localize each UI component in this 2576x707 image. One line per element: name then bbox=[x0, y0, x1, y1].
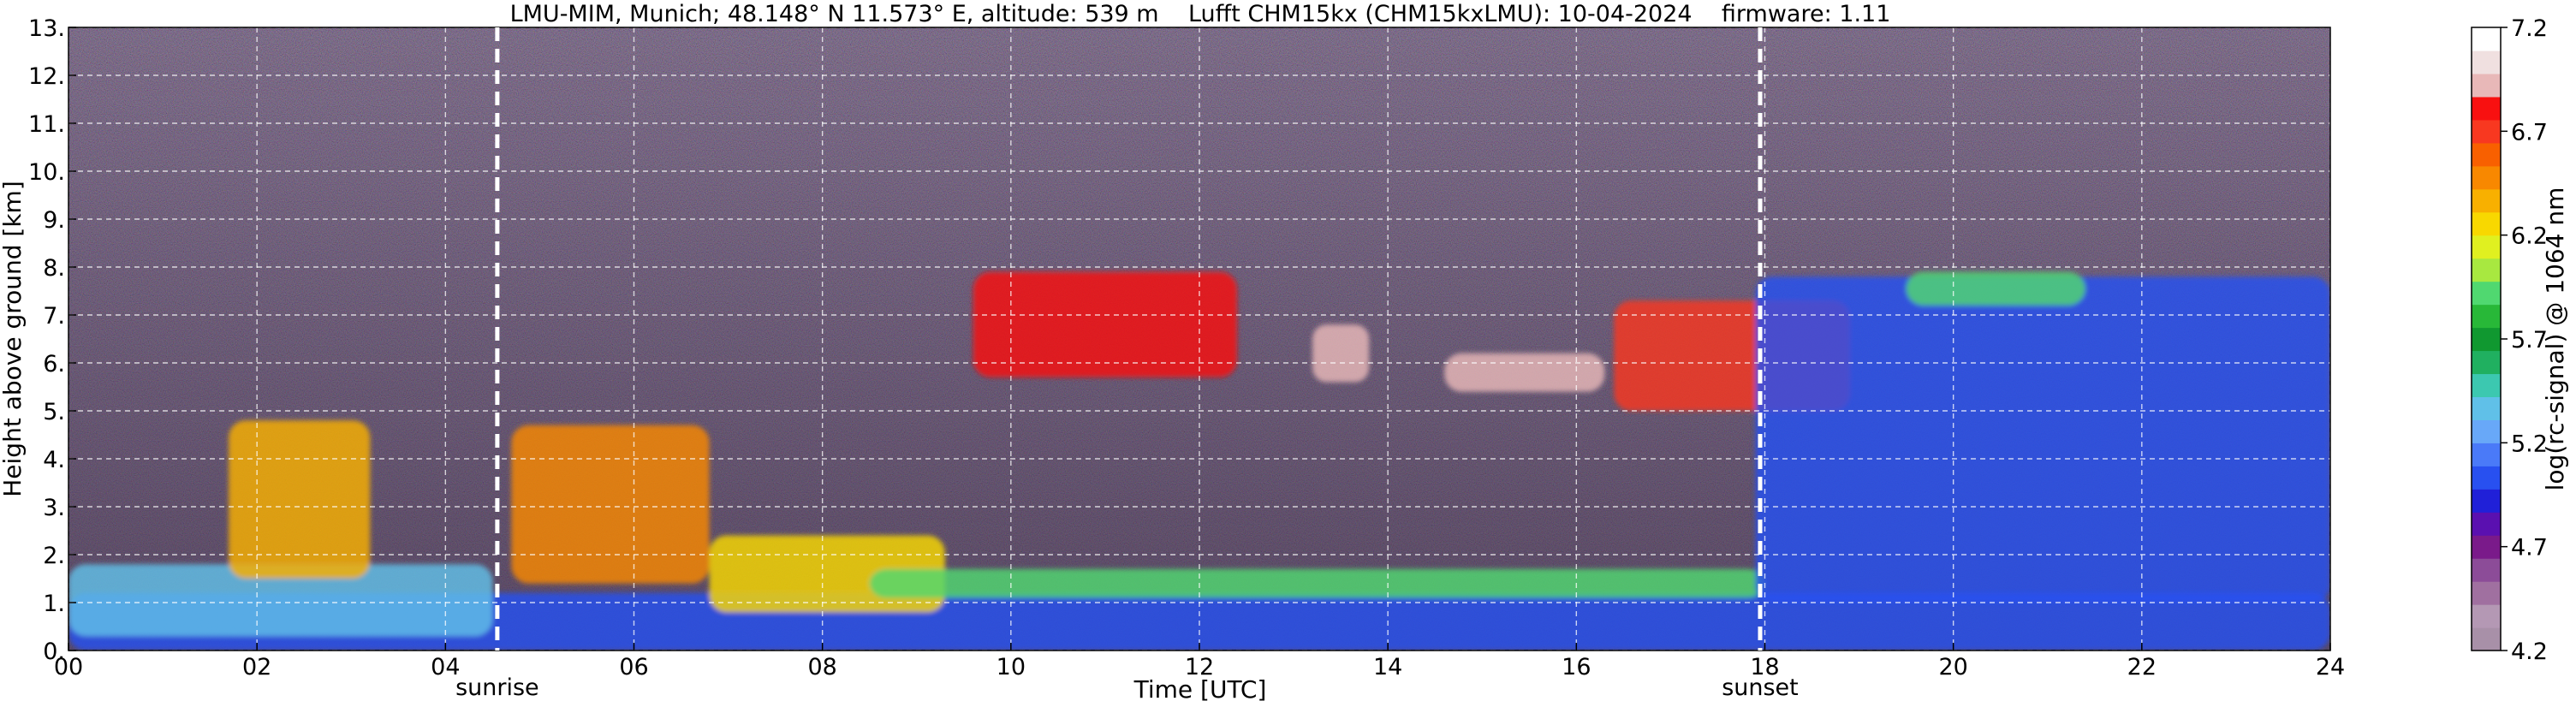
colorbar-tick-label-6.2: 6.2 bbox=[2511, 223, 2548, 250]
colorbar-segment-17 bbox=[2472, 235, 2501, 259]
colorbar-segment-25 bbox=[2472, 50, 2501, 74]
x-tick-label-18: 18 bbox=[1750, 654, 1779, 680]
y-tick-label-5.: 5. bbox=[43, 399, 65, 425]
x-tick-label-24: 24 bbox=[2316, 654, 2345, 680]
x-tick-label-14: 14 bbox=[1373, 654, 1402, 680]
x-tick-label-20: 20 bbox=[1938, 654, 1967, 680]
colorbar-segment-12 bbox=[2472, 350, 2501, 375]
feature-residual-layer-1 bbox=[68, 564, 493, 637]
x-tick-label-22: 22 bbox=[2127, 654, 2157, 680]
colorbar-segment-13 bbox=[2472, 327, 2501, 352]
y-tick-label-8.: 8. bbox=[43, 255, 65, 282]
y-tick-label-7.: 7. bbox=[43, 303, 65, 330]
y-tick-label-12.: 12. bbox=[28, 63, 65, 90]
sun-markers: sunrise sunset bbox=[455, 27, 1799, 701]
y-tick-label-6.: 6. bbox=[43, 351, 65, 377]
feature-mixed-layer-top-5 bbox=[869, 568, 1765, 598]
colorbar-segment-7 bbox=[2472, 466, 2501, 490]
colorbar-segment-22 bbox=[2472, 119, 2501, 144]
y-tick-label-0.: 0. bbox=[43, 639, 65, 665]
colorbar-segment-21 bbox=[2472, 142, 2501, 167]
colorbar-label: log(rc-signal) @ 1064 nm bbox=[2541, 187, 2569, 491]
grid bbox=[68, 27, 2330, 651]
colorbar-segment-0 bbox=[2472, 627, 2501, 651]
y-axis-label: Height above ground [km] bbox=[0, 181, 27, 497]
colorbar-segment-5 bbox=[2472, 512, 2501, 536]
colorbar-tick-label-4.7: 4.7 bbox=[2511, 535, 2548, 561]
colorbar-segment-1 bbox=[2472, 604, 2501, 628]
y-tick-label-3.: 3. bbox=[43, 495, 65, 521]
y-axis: 0. 1. 2. 3. 4. 5. 6. 7. 8. 9. 10. 11. 12. 13. bbox=[28, 15, 76, 665]
colorbar-tick-label-5.7: 5.7 bbox=[2511, 327, 2548, 354]
colorbar-segment-23 bbox=[2472, 96, 2501, 121]
x-tick-label-04: 04 bbox=[431, 654, 460, 680]
feature-elevated-aerosol-plume-3 bbox=[511, 425, 710, 584]
feature-cirrus-cloud-7 bbox=[1312, 324, 1370, 383]
colorbar-segment-9 bbox=[2472, 419, 2501, 443]
plot-area bbox=[68, 27, 2330, 651]
colorbar-segment-4 bbox=[2472, 535, 2501, 559]
y-tick-label-13.: 13. bbox=[28, 15, 65, 42]
colorbar-segment-15 bbox=[2472, 281, 2501, 306]
x-axis-label: Time [UTC] bbox=[1133, 675, 1267, 704]
feature-night-aerosol-layers-10 bbox=[1755, 276, 2330, 603]
y-tick-label-4.: 4. bbox=[43, 447, 65, 473]
colorbar-segment-24 bbox=[2472, 73, 2501, 98]
x-tick-label-12: 12 bbox=[1185, 654, 1214, 680]
backscatter-features bbox=[68, 271, 2330, 651]
chart-title: LMU-MIM, Munich; 48.148° N 11.573° E, al… bbox=[510, 1, 1891, 27]
colorbar-segment-14 bbox=[2472, 304, 2501, 329]
y-tick-label-11.: 11. bbox=[28, 111, 65, 138]
colorbar-segment-10 bbox=[2472, 396, 2501, 420]
colorbar-segment-3 bbox=[2472, 558, 2501, 582]
x-tick-label-16: 16 bbox=[1562, 654, 1591, 680]
colorbar-tick-label-4.2: 4.2 bbox=[2511, 639, 2548, 665]
y-tick-label-10.: 10. bbox=[28, 159, 65, 186]
colorbar-tick-label-6.7: 6.7 bbox=[2511, 119, 2548, 146]
y-tick-label-9.: 9. bbox=[43, 207, 65, 234]
feature-cirrus-cloud-6 bbox=[973, 271, 1238, 377]
colorbar-segment-26 bbox=[2472, 27, 2501, 51]
colorbar-segment-11 bbox=[2472, 373, 2501, 398]
x-tick-label-10: 10 bbox=[996, 654, 1026, 680]
sunset-label: sunset bbox=[1722, 674, 1799, 701]
colorbar-tick-label-7.2: 7.2 bbox=[2511, 15, 2548, 42]
feature-cirrus-cloud-11 bbox=[1906, 271, 2085, 306]
x-tick-label-00: 00 bbox=[54, 654, 83, 680]
colorbar-segment-6 bbox=[2472, 489, 2501, 513]
x-tick-label-02: 02 bbox=[242, 654, 271, 680]
sunrise-label: sunrise bbox=[455, 674, 539, 701]
colorbar-segment-8 bbox=[2472, 443, 2501, 466]
feature-cirrus-cloud-8 bbox=[1444, 353, 1605, 392]
colorbar-segment-18 bbox=[2472, 211, 2501, 236]
colorbar-segment-16 bbox=[2472, 258, 2501, 282]
y-tick-label-2.: 2. bbox=[43, 543, 65, 569]
colorbar-segment-2 bbox=[2472, 581, 2501, 605]
x-axis: 00 02 04 06 08 10 12 14 16 18 20 22 24 bbox=[54, 643, 2345, 680]
y-tick-label-1.: 1. bbox=[43, 591, 65, 617]
colorbar-tick-label-5.2: 5.2 bbox=[2511, 431, 2548, 457]
colorbar-segment-20 bbox=[2472, 165, 2501, 190]
x-tick-label-08: 08 bbox=[807, 654, 836, 680]
colorbar-segment-19 bbox=[2472, 188, 2501, 213]
colorbar: 4.2 4.7 5.2 5.7 6.2 6.7 7.2 bbox=[2471, 15, 2548, 665]
x-tick-label-06: 06 bbox=[619, 654, 648, 680]
feature-elevated-aerosol-plume-2 bbox=[229, 420, 371, 579]
